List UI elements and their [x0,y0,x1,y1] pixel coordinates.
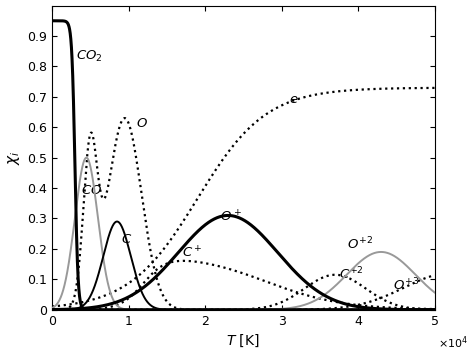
Text: $C$: $C$ [121,233,132,246]
Text: $C^{+2}$: $C^{+2}$ [339,266,364,282]
Text: $O$: $O$ [136,117,148,130]
X-axis label: $T\ \mathrm{[K]}$: $T\ \mathrm{[K]}$ [227,333,260,349]
Y-axis label: $\chi_i$: $\chi_i$ [6,151,21,165]
Text: $O^{+2}$: $O^{+2}$ [346,235,373,252]
Text: $O^+$: $O^+$ [220,209,242,224]
Text: $e$: $e$ [289,93,299,106]
Text: $O^{+3}$: $O^{+3}$ [392,277,419,293]
Text: $C^+$: $C^+$ [182,246,203,261]
Text: $CO$: $CO$ [81,184,102,197]
Text: $CO_2$: $CO_2$ [76,49,103,64]
Text: $\times 10^4$: $\times 10^4$ [438,334,469,351]
